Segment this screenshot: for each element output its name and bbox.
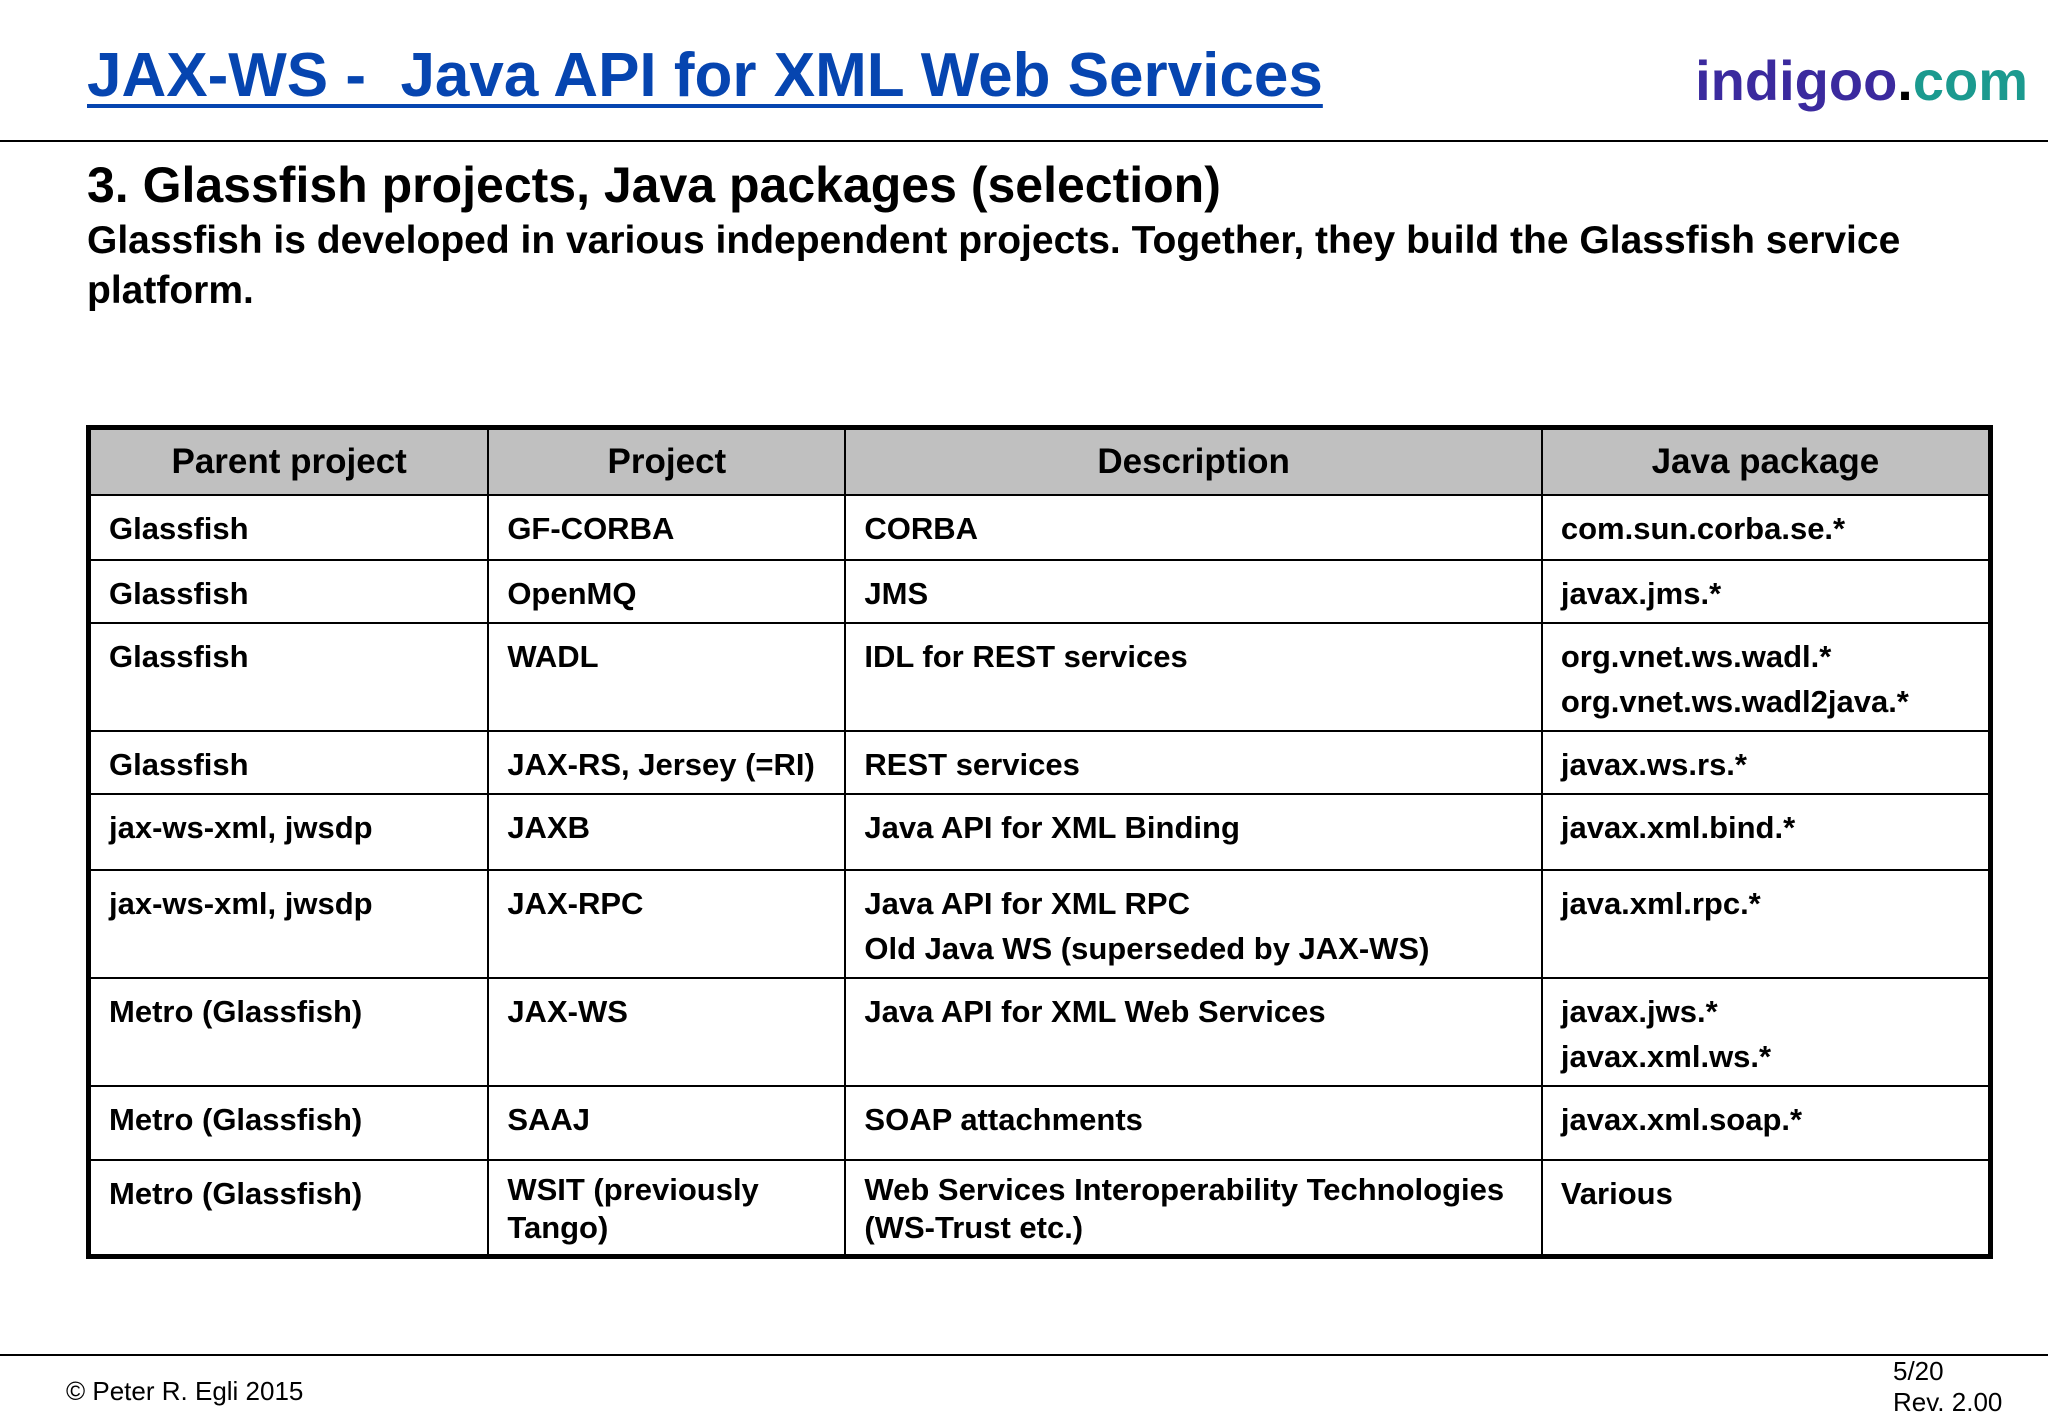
cell-description: IDL for REST services (844, 622, 1543, 732)
package-line: javax.xml.bind.* (1560, 810, 1796, 845)
header-divider (0, 140, 2048, 142)
cell-description: Java API for XML RPC Old Java WS (supers… (844, 869, 1543, 979)
cell-description: CORBA (844, 494, 1543, 561)
section-title: 3. Glassfish projects, Java packages (se… (87, 157, 1221, 213)
cell-project: GF-CORBA (487, 494, 847, 561)
description-line: IDL for REST services (864, 639, 1188, 674)
projects-table: Parent project Project Description Java … (86, 425, 1993, 1259)
table-row: jax-ws-xml, jwsdp JAXB Java API for XML … (87, 793, 1992, 871)
description-line: REST services (864, 747, 1080, 782)
description-line: Java API for XML Binding (864, 810, 1240, 845)
revision-label: Rev. 2.00 (1893, 1387, 2003, 1417)
cell-java-package: com.sun.corba.se.* (1540, 494, 1992, 561)
cell-parent-project: Glassfish (87, 730, 490, 795)
cell-parent-project: Metro (Glassfish) (87, 1085, 490, 1161)
column-header-description: Description (844, 426, 1543, 496)
package-line: javax.jws.* (1560, 994, 1718, 1029)
section-subtitle: Glassfish is developed in various indepe… (87, 219, 1901, 312)
table-row: Glassfish WADL IDL for REST services org… (87, 622, 1992, 732)
table-row: Glassfish GF-CORBA CORBA com.sun.corba.s… (87, 494, 1992, 561)
footer-divider (0, 1354, 2048, 1356)
cell-java-package: javax.xml.bind.* (1540, 793, 1992, 871)
description-line: SOAP attachments (864, 1102, 1143, 1137)
cell-description: JMS (844, 559, 1543, 624)
package-line: com.sun.corba.se.* (1560, 511, 1846, 546)
page-number: 5/20 (1893, 1356, 1944, 1386)
cell-project: JAX-RPC (487, 869, 847, 979)
package-line: org.vnet.ws.wadl2java.* (1560, 684, 1909, 719)
cell-parent-project: jax-ws-xml, jwsdp (87, 869, 490, 979)
description-line: Web Services Interoperability Technologi… (864, 1172, 1505, 1245)
cell-description: Java API for XML Web Services (844, 977, 1543, 1087)
package-line: org.vnet.ws.wadl.* (1560, 639, 1832, 674)
cell-project: SAAJ (487, 1085, 847, 1161)
cell-description: Web Services Interoperability Technologi… (844, 1159, 1543, 1257)
table-row: Metro (Glassfish) SAAJ SOAP attachments … (87, 1085, 1992, 1161)
column-header-parent-project: Parent project (87, 426, 490, 496)
cell-java-package: Various (1540, 1159, 1992, 1257)
copyright-notice: © Peter R. Egli 2015 (66, 1376, 304, 1406)
cell-java-package: java.xml.rpc.* (1540, 869, 1992, 979)
column-header-project: Project (487, 426, 847, 496)
cell-parent-project: jax-ws-xml, jwsdp (87, 793, 490, 871)
cell-java-package: javax.xml.soap.* (1540, 1085, 1992, 1161)
cell-java-package: org.vnet.ws.wadl.* org.vnet.ws.wadl2java… (1540, 622, 1992, 732)
table-row: Metro (Glassfish) JAX-WS Java API for XM… (87, 977, 1992, 1087)
cell-project: WSIT (previously Tango) (487, 1159, 847, 1257)
package-line: javax.jms.* (1560, 576, 1722, 611)
cell-java-package: javax.jms.* (1540, 559, 1992, 624)
page-title: JAX-WS - Java API for XML Web Services (87, 41, 1323, 110)
description-line: JMS (864, 576, 929, 611)
cell-java-package: javax.jws.* javax.xml.ws.* (1540, 977, 1992, 1087)
table-row: Glassfish JAX-RS, Jersey (=RI) REST serv… (87, 730, 1992, 795)
table-row: Metro (Glassfish) WSIT (previously Tango… (87, 1159, 1992, 1257)
package-line: Various (1560, 1176, 1673, 1211)
table-header-row: Parent project Project Description Java … (87, 426, 1992, 496)
description-line: Java API for XML RPC (864, 886, 1190, 921)
table-row: Glassfish OpenMQ JMS javax.jms.* (87, 559, 1992, 624)
cell-parent-project: Glassfish (87, 494, 490, 561)
cell-project: WADL (487, 622, 847, 732)
cell-description: REST services (844, 730, 1543, 795)
cell-description: Java API for XML Binding (844, 793, 1543, 871)
package-line: java.xml.rpc.* (1560, 886, 1761, 921)
description-line: CORBA (864, 511, 979, 546)
table-row: jax-ws-xml, jwsdp JAX-RPC Java API for X… (87, 869, 1992, 979)
cell-parent-project: Metro (Glassfish) (87, 1159, 490, 1257)
logo-text-com: com (1912, 49, 2028, 112)
indigoo-logo: indigoo.com (1695, 50, 2028, 112)
cell-project: JAXB (487, 793, 847, 871)
logo-text-indigoo: indigoo (1695, 49, 1898, 112)
cell-java-package: javax.ws.rs.* (1540, 730, 1992, 795)
cell-parent-project: Glassfish (87, 622, 490, 732)
cell-parent-project: Metro (Glassfish) (87, 977, 490, 1087)
cell-project: JAX-RS, Jersey (=RI) (487, 730, 847, 795)
cell-description: SOAP attachments (844, 1085, 1543, 1161)
cell-parent-project: Glassfish (87, 559, 490, 624)
logo-text-dot: . (1897, 49, 1913, 112)
cell-project: JAX-WS (487, 977, 847, 1087)
page-info: 5/20 Rev. 2.00 (1893, 1356, 2002, 1418)
description-line: Java API for XML Web Services (864, 994, 1326, 1029)
package-line: javax.xml.ws.* (1560, 1039, 1772, 1074)
description-line: Old Java WS (superseded by JAX-WS) (864, 931, 1430, 966)
cell-project: OpenMQ (487, 559, 847, 624)
package-line: javax.ws.rs.* (1560, 747, 1747, 782)
column-header-java-package: Java package (1540, 426, 1992, 496)
package-line: javax.xml.soap.* (1560, 1102, 1803, 1137)
